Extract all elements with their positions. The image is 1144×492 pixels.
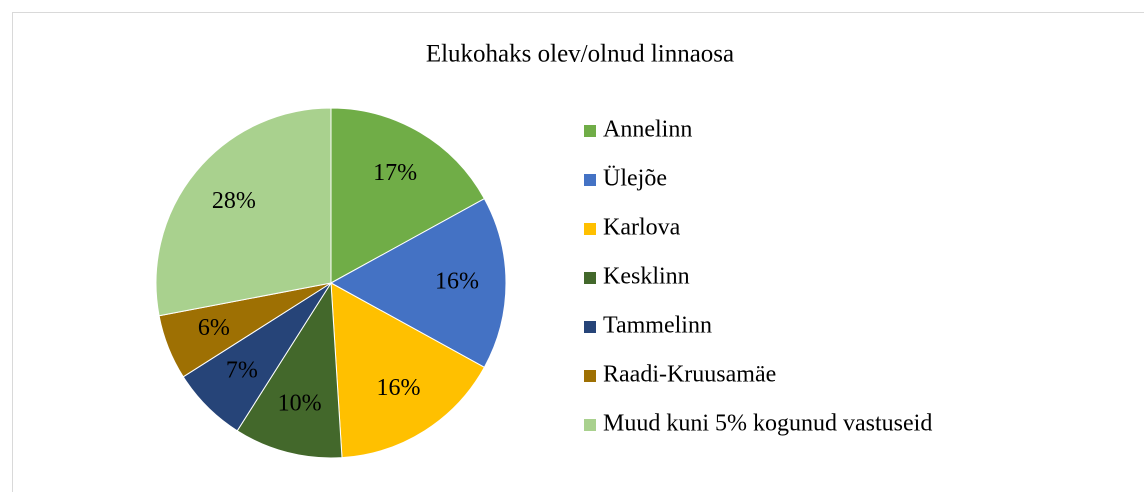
data-label: 28% bbox=[212, 188, 256, 214]
data-label: 17% bbox=[373, 160, 417, 186]
legend-swatch bbox=[584, 419, 596, 431]
legend-swatch bbox=[584, 125, 596, 137]
chart-frame bbox=[12, 12, 1144, 492]
pie-slice bbox=[330, 107, 486, 284]
legend-swatch bbox=[584, 321, 596, 333]
legend-swatch bbox=[584, 174, 596, 186]
legend-label: Karlova bbox=[603, 215, 681, 241]
legend-label: Raadi-Kruusamäe bbox=[603, 362, 776, 388]
legend-label: Annelinn bbox=[603, 117, 692, 143]
data-label: 10% bbox=[278, 391, 322, 417]
legend-swatch bbox=[584, 223, 596, 235]
pie-slice bbox=[330, 282, 486, 459]
legend-label: Ülejõe bbox=[603, 166, 667, 192]
pie-slice bbox=[329, 198, 507, 368]
data-label: 16% bbox=[435, 269, 479, 295]
legend-label: Tammelinn bbox=[603, 313, 712, 339]
legend-swatch bbox=[584, 272, 596, 284]
chart-title: Elukohaks olev/olnud linnaosa bbox=[426, 41, 734, 68]
data-label: 16% bbox=[377, 375, 421, 401]
legend-label: Muud kuni 5% kogunud vastuseid bbox=[603, 411, 932, 437]
legend-label: Kesklinn bbox=[603, 264, 690, 290]
data-label: 6% bbox=[198, 315, 230, 341]
legend-swatch bbox=[584, 370, 596, 382]
pie-slice bbox=[236, 281, 343, 459]
data-label: 7% bbox=[226, 358, 258, 384]
pie-slice bbox=[155, 107, 332, 317]
